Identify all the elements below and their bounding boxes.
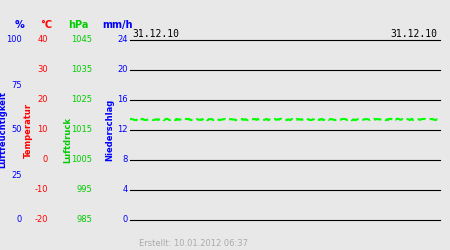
- Text: 1045: 1045: [71, 36, 92, 44]
- Text: 1035: 1035: [71, 66, 92, 74]
- Text: 0: 0: [17, 216, 22, 224]
- Text: 0: 0: [43, 156, 48, 164]
- Text: Niederschlag: Niederschlag: [105, 99, 114, 161]
- Text: 1005: 1005: [71, 156, 92, 164]
- Text: 75: 75: [11, 80, 22, 90]
- Text: %: %: [15, 20, 25, 30]
- Text: 30: 30: [37, 66, 48, 74]
- Text: 20: 20: [117, 66, 128, 74]
- Text: 31.12.10: 31.12.10: [132, 29, 179, 39]
- Text: 25: 25: [12, 170, 22, 179]
- Text: hPa: hPa: [68, 20, 88, 30]
- Text: 0: 0: [123, 216, 128, 224]
- Text: 12: 12: [117, 126, 128, 134]
- Text: 8: 8: [122, 156, 128, 164]
- Text: -10: -10: [35, 186, 48, 194]
- Text: 985: 985: [76, 216, 92, 224]
- Text: 10: 10: [37, 126, 48, 134]
- Text: mm/h: mm/h: [102, 20, 132, 30]
- Text: 1025: 1025: [71, 96, 92, 104]
- Text: 24: 24: [117, 36, 128, 44]
- Text: Luftdruck: Luftdruck: [63, 117, 72, 163]
- Text: Temperatur: Temperatur: [23, 102, 32, 158]
- Text: °C: °C: [40, 20, 52, 30]
- Text: 4: 4: [123, 186, 128, 194]
- Text: 995: 995: [76, 186, 92, 194]
- Text: -20: -20: [35, 216, 48, 224]
- Text: 100: 100: [6, 36, 22, 44]
- Text: Erstellt: 10.01.2012 06:37: Erstellt: 10.01.2012 06:37: [139, 238, 248, 248]
- Text: 16: 16: [117, 96, 128, 104]
- Text: 1015: 1015: [71, 126, 92, 134]
- Text: 31.12.10: 31.12.10: [391, 29, 438, 39]
- Text: 40: 40: [37, 36, 48, 44]
- Text: 50: 50: [12, 126, 22, 134]
- Text: 20: 20: [37, 96, 48, 104]
- Text: Luftfeuchtigkeit: Luftfeuchtigkeit: [0, 92, 8, 168]
